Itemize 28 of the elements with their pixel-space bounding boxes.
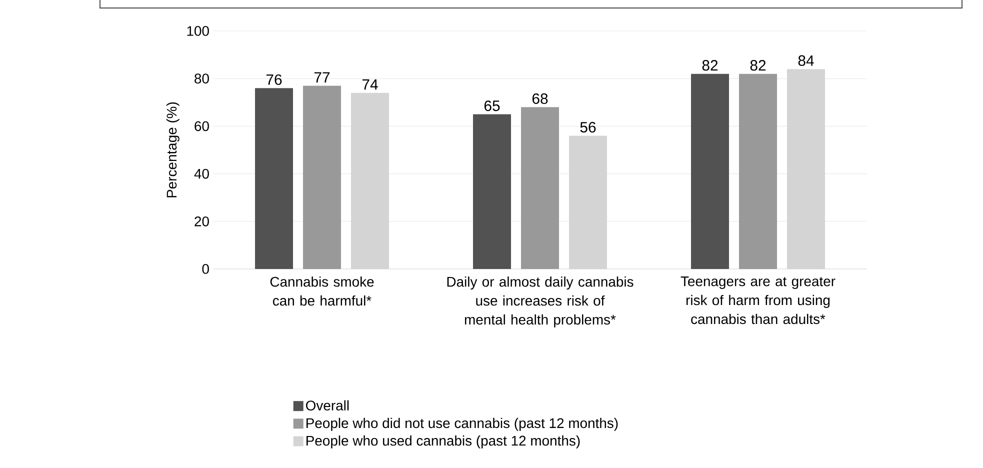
legend-label: Overall xyxy=(306,400,349,411)
bar xyxy=(691,74,730,269)
legend-label: People who did not use cannabis (past 12 months) xyxy=(306,418,618,431)
legend-label: People who used cannabis (past 12 months) xyxy=(306,435,580,448)
bar xyxy=(521,107,560,269)
y-tick-label: 100 xyxy=(187,26,209,36)
bar xyxy=(303,86,342,269)
y-tick-label: 40 xyxy=(194,168,209,179)
y-tick-label: 60 xyxy=(194,121,209,132)
data-label: 82 xyxy=(702,60,718,71)
y-tick-label: 0 xyxy=(202,264,209,274)
data-label: 74 xyxy=(362,79,378,90)
y-tick-label: 80 xyxy=(194,74,209,84)
data-label: 77 xyxy=(314,72,330,83)
bar xyxy=(739,74,778,269)
y-tick-label: 20 xyxy=(194,216,209,226)
y-axis-title: Percentage (%) xyxy=(166,102,180,198)
bar xyxy=(473,114,512,269)
data-label: 82 xyxy=(750,60,766,71)
x-tick-label: Cannabis smoke can be harmful* xyxy=(270,276,374,306)
data-label: 68 xyxy=(532,93,548,104)
data-label: 65 xyxy=(484,100,500,112)
bar xyxy=(255,88,294,269)
data-label: 84 xyxy=(798,55,814,66)
data-label: 56 xyxy=(580,122,596,133)
x-tick-label: Teenagers are at greater risk of harm from using cannabis than adults* xyxy=(680,276,836,324)
x-tick-label: Daily or almost daily cannabis use increases risk of mental health problems* xyxy=(447,276,634,328)
data-label: 76 xyxy=(266,74,282,85)
